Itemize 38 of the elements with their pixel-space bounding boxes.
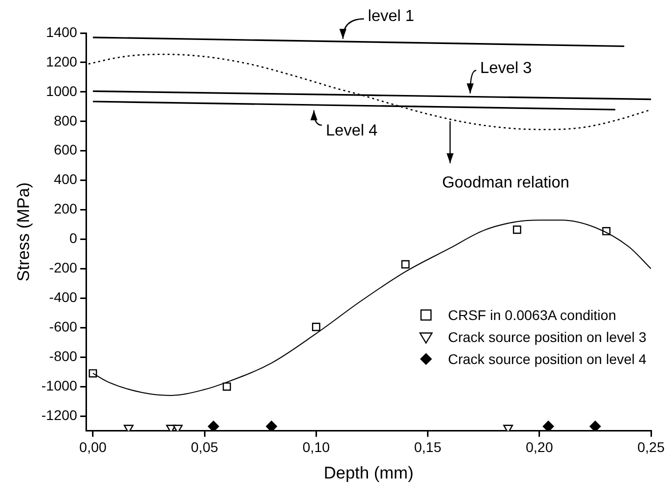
point	[542, 420, 554, 431]
x-tick-label: 0,00	[79, 439, 107, 456]
point	[266, 420, 278, 431]
y-tick-label: -1000	[41, 377, 78, 394]
point	[590, 420, 601, 431]
legend-label: Crack source position on level 4	[448, 350, 646, 366]
x-axis-title: Depth (mm)	[324, 463, 414, 482]
point	[222, 382, 231, 391]
y-tick-label: -400	[49, 289, 78, 306]
annotation: Goodman relation	[442, 174, 570, 192]
y-tick-label: 1200	[46, 53, 78, 70]
y-tick-label: 1400	[46, 24, 78, 40]
y-tick-label: 200	[54, 200, 78, 217]
y-tick-label: -200	[49, 260, 78, 276]
x-tick-label: 0,20	[526, 439, 554, 456]
point	[401, 260, 410, 268]
y-tick-label: 800	[54, 112, 78, 128]
annotation: Level 4	[326, 122, 378, 140]
y-axis-title: Stress (MPa)	[14, 182, 33, 282]
y-tick-label: 600	[54, 142, 78, 158]
x-tick-label: 0,15	[414, 439, 442, 456]
point	[512, 226, 522, 234]
point	[88, 369, 98, 378]
y-tick-label: 400	[54, 171, 78, 188]
x-tick-label: 0,10	[302, 439, 330, 456]
y-tick-label: -800	[49, 348, 78, 364]
y-tick-label: 1000	[46, 82, 78, 99]
y-tick-label: -600	[49, 318, 78, 335]
annotation: level 1	[368, 8, 414, 26]
x-tick-label: 0,05	[190, 439, 218, 456]
y-tick-label: -1200	[41, 406, 78, 423]
y-tick-label: 0	[69, 230, 78, 246]
x-tick-label: 0,25	[637, 439, 665, 456]
point	[312, 322, 320, 332]
legend-label: CRSF in 0.0063A condition	[448, 306, 616, 322]
point	[208, 420, 220, 431]
annotation: Level 3	[480, 60, 532, 77]
legend-label: Crack source position on level 3	[448, 328, 646, 344]
